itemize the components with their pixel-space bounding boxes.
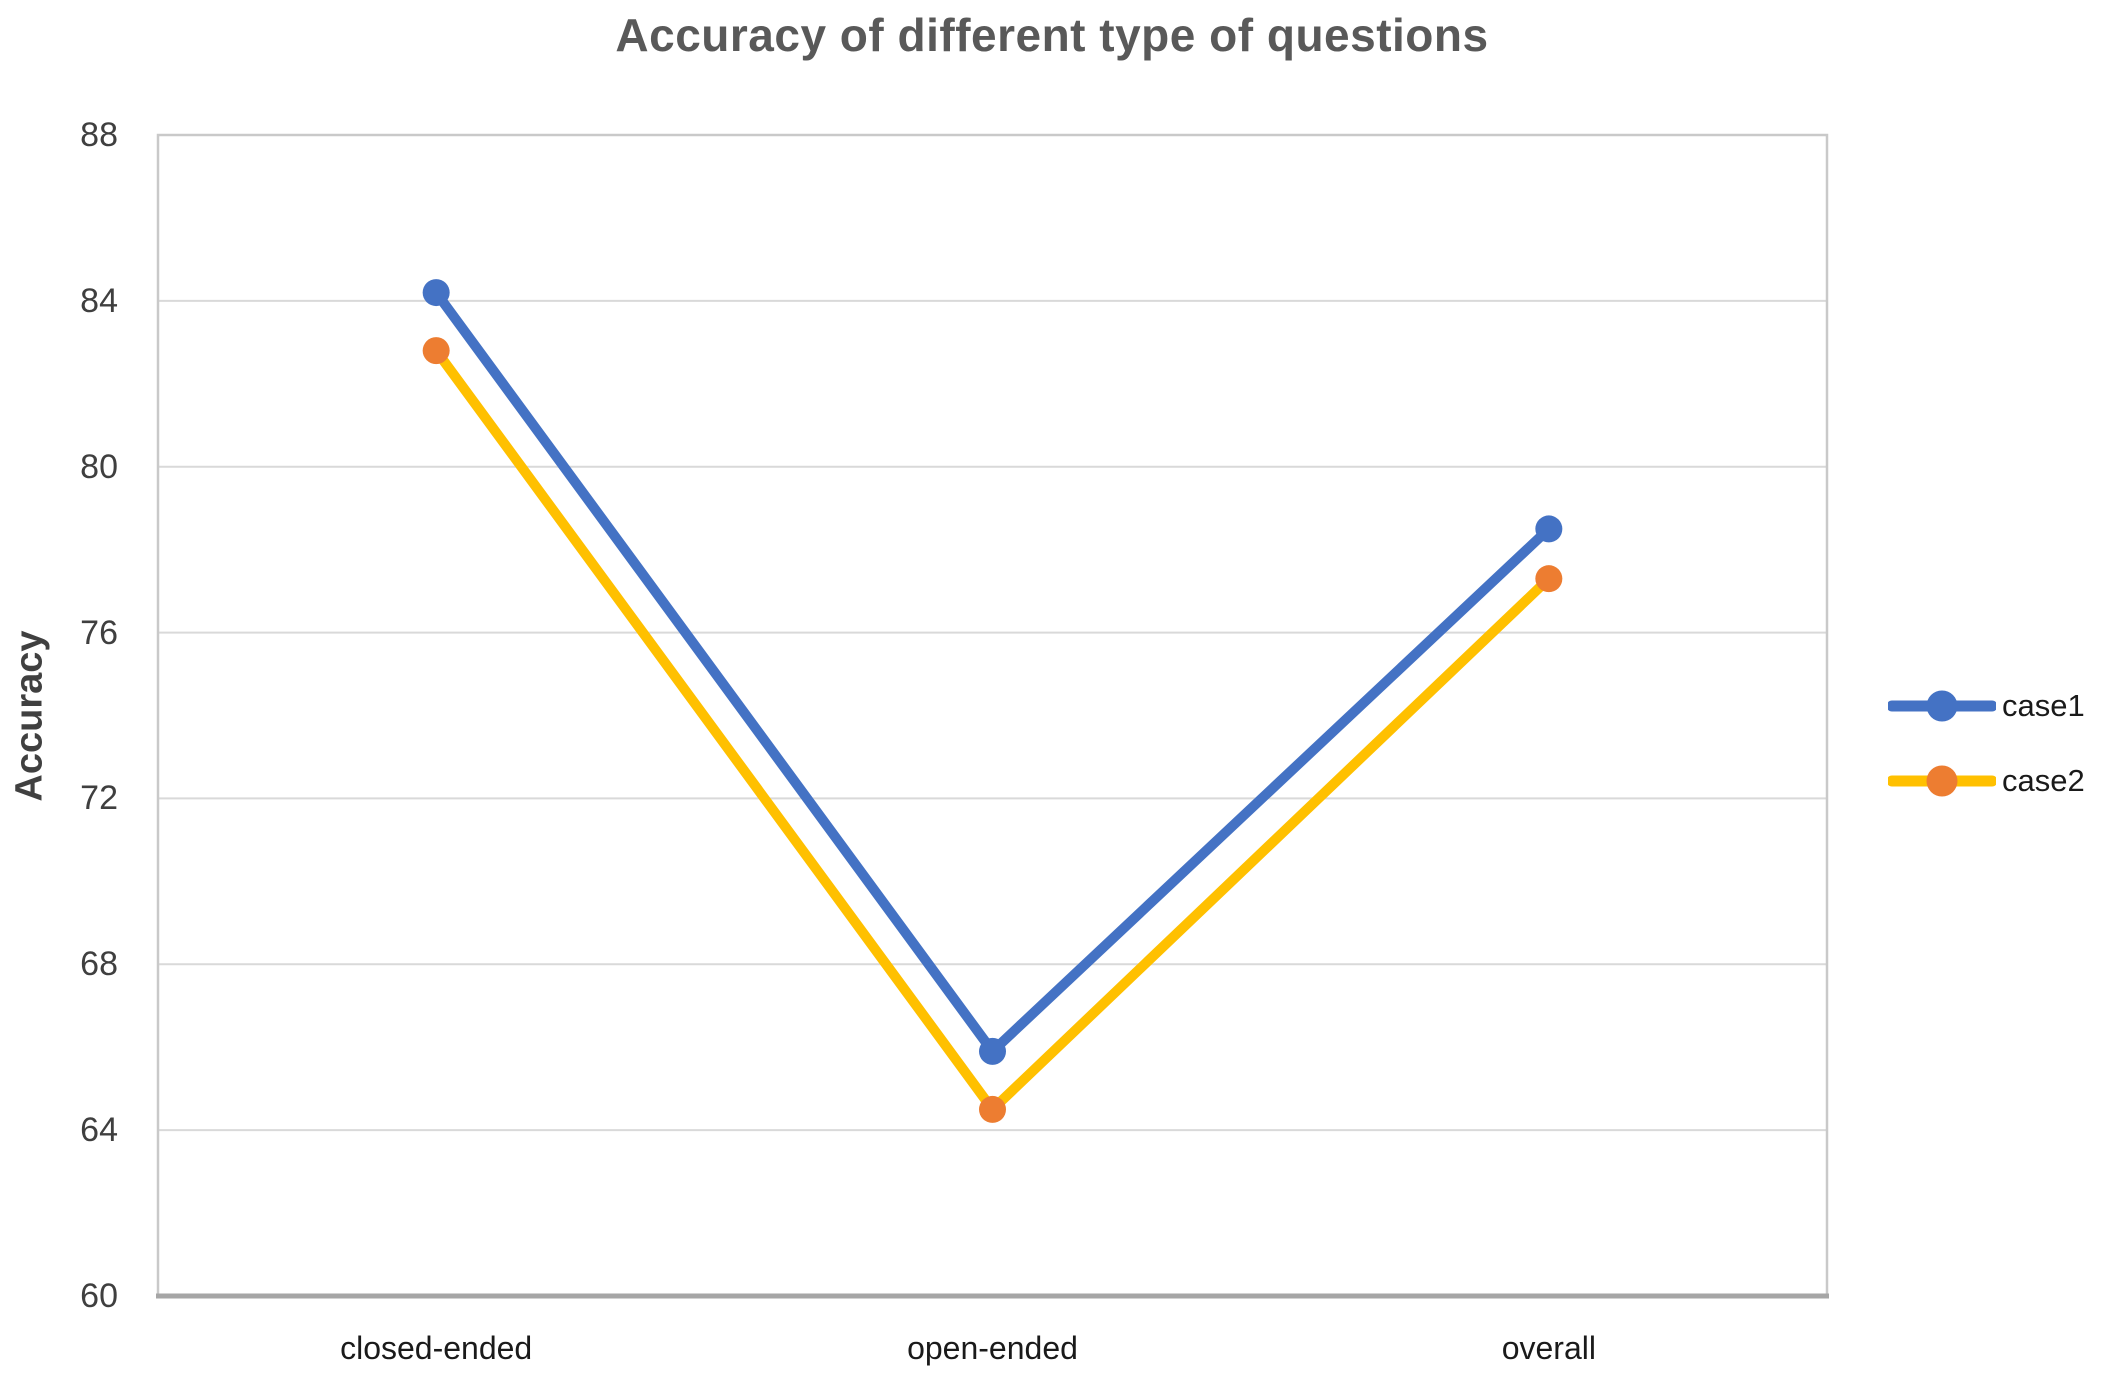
x-category-label: overall <box>1501 1330 1596 1366</box>
data-point-marker-case2 <box>422 337 450 365</box>
y-tick-label: 76 <box>80 613 118 652</box>
series-line-case1 <box>431 287 1554 1057</box>
legend-item-case1: case1 <box>1888 682 2085 730</box>
series-line-case2 <box>431 345 1554 1115</box>
legend-marker-icon <box>1926 690 1958 722</box>
legend-swatch-case2-icon <box>1888 765 1996 797</box>
y-tick-label: 72 <box>80 779 118 818</box>
y-tick-label: 64 <box>80 1111 118 1150</box>
data-point-marker-case1 <box>979 1037 1006 1065</box>
x-category-label: closed-ended <box>340 1330 533 1366</box>
y-tick-label: 80 <box>80 447 118 486</box>
data-point-marker-case1 <box>422 279 450 307</box>
y-tick-label: 68 <box>80 945 118 984</box>
legend-marker-icon <box>1926 765 1958 797</box>
data-point-marker-case1 <box>1535 515 1563 543</box>
legend-label: case1 <box>2002 688 2085 723</box>
y-tick-label: 84 <box>80 281 118 320</box>
legend-label: case2 <box>2002 763 2085 798</box>
legend: case1 case2 <box>1888 682 2085 805</box>
y-tick-label: 60 <box>80 1277 118 1315</box>
y-tick-label: 88 <box>80 116 118 154</box>
chart-title: Accuracy of different type of questions <box>615 9 1489 61</box>
legend-item-case2: case2 <box>1888 757 2085 805</box>
x-category-label: open-ended <box>907 1330 1078 1366</box>
data-point-marker-case2 <box>979 1095 1006 1123</box>
data-point-marker-case2 <box>1535 565 1563 593</box>
legend-swatch-case1-icon <box>1888 690 1996 722</box>
